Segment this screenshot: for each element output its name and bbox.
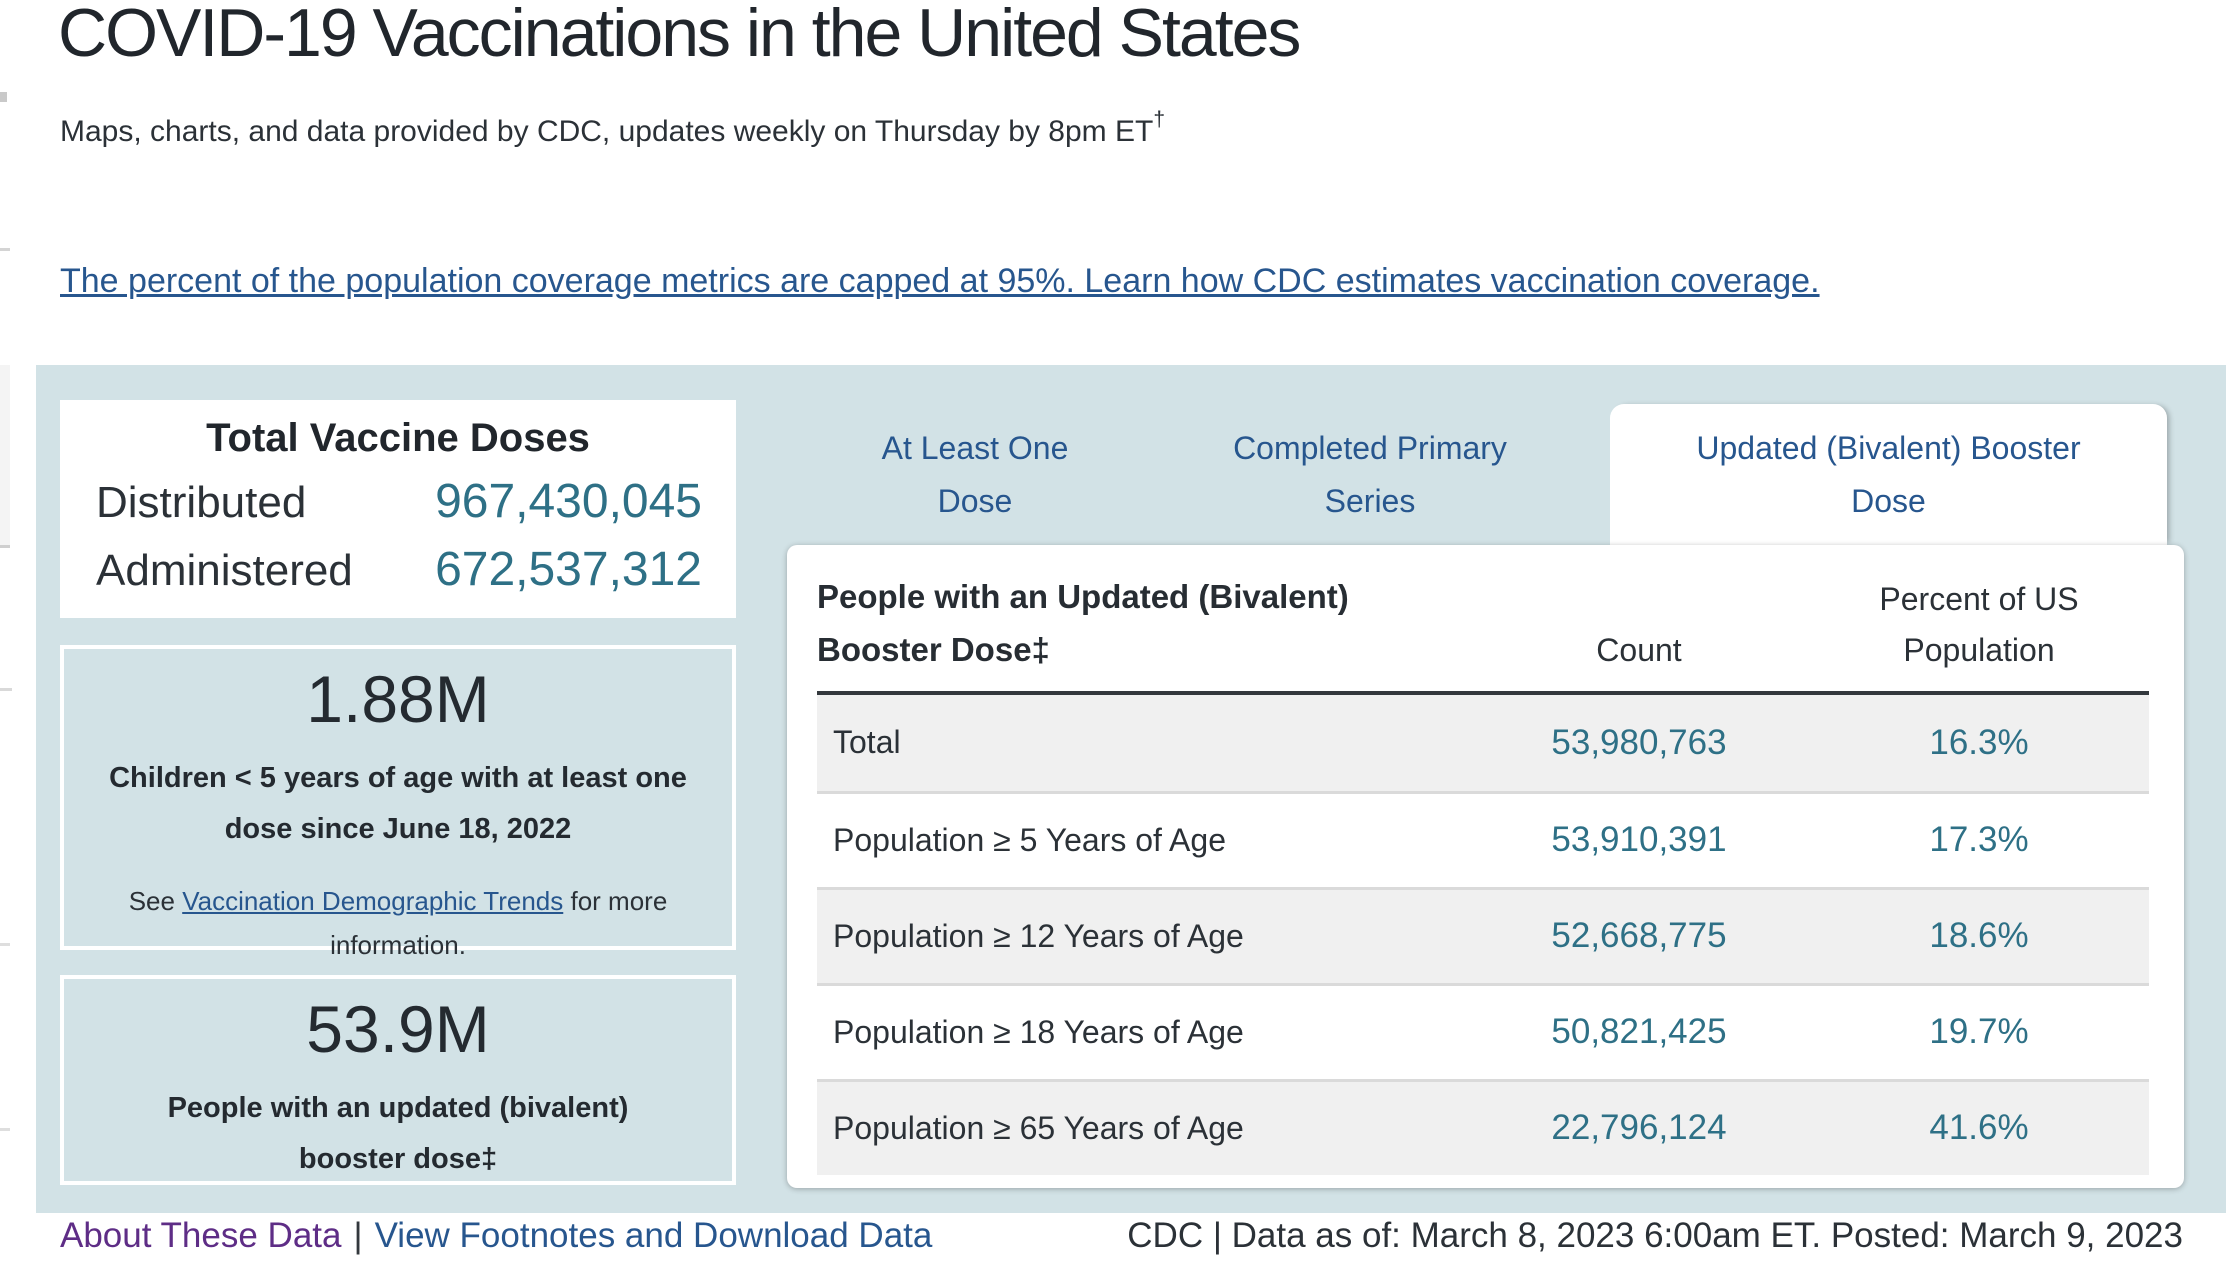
tab-updated-bivalent-booster-dose[interactable]: Updated (Bivalent) Booster Dose xyxy=(1610,404,2167,545)
row-label: Population ≥ 65 Years of Age xyxy=(833,1109,1244,1146)
page-title: COVID-19 Vaccinations in the United Stat… xyxy=(58,0,1301,71)
row-count: 53,910,391 xyxy=(1551,820,1727,860)
note-prefix: See xyxy=(128,885,183,916)
left-edge-artifact xyxy=(0,1128,10,1131)
column-header-count: Count xyxy=(1596,632,1682,669)
distributed-row: Distributed 967,430,045 xyxy=(60,474,736,529)
row-percent: 18.6% xyxy=(1929,916,2029,956)
table-row: Population ≥ 5 Years of Age 53,910,391 1… xyxy=(817,790,2149,887)
dagger-footnote-marker: † xyxy=(1153,108,1166,131)
column-header-percent: Percent of US Population xyxy=(1879,581,2079,669)
footer-bar: About These Data | View Footnotes and Down… xyxy=(0,1210,2240,1262)
table-row: Population ≥ 12 Years of Age 52,668,775 … xyxy=(817,886,2149,983)
administered-label: Administered xyxy=(96,546,353,595)
administered-row: Administered 672,537,312 xyxy=(60,542,736,597)
administered-value: 672,537,312 xyxy=(435,543,702,596)
children-dose-description: Children < 5 years of age with at least … xyxy=(109,762,687,845)
left-edge-artifact xyxy=(0,688,12,691)
booster-dose-description: People with an updated (bivalent) booste… xyxy=(167,1092,629,1175)
row-label: Population ≥ 5 Years of Age xyxy=(833,821,1226,858)
tab-completed-primary-series[interactable]: Completed Primary Series xyxy=(1130,404,1610,545)
row-percent: 16.3% xyxy=(1929,722,2029,762)
left-edge-artifact xyxy=(0,92,7,102)
tab-label: Completed Primary Series xyxy=(1233,429,1507,519)
table-row: Population ≥ 18 Years of Age 50,821,425 … xyxy=(817,982,2149,1079)
table-row: Total 53,980,763 16.3% xyxy=(817,694,2149,791)
dose-metric-tabs: At Least One Dose Completed Primary Seri… xyxy=(820,404,2167,545)
tab-label: Updated (Bivalent) Booster Dose xyxy=(1696,429,2081,519)
row-label: Total xyxy=(833,724,901,761)
table-header-row: People with an Updated (Bivalent) Booste… xyxy=(817,545,2149,695)
footer-separator: | xyxy=(353,1216,363,1255)
left-edge-artifact xyxy=(0,943,10,946)
booster-dose-value: 53.9M xyxy=(306,992,490,1066)
row-count: 22,796,124 xyxy=(1551,1108,1727,1148)
row-count: 52,668,775 xyxy=(1551,916,1727,956)
row-percent: 19.7% xyxy=(1929,1012,2029,1052)
coverage-estimate-link[interactable]: The percent of the population coverage m… xyxy=(60,262,1820,300)
distributed-label: Distributed xyxy=(96,478,307,527)
total-doses-title: Total Vaccine Doses xyxy=(206,416,590,460)
booster-dose-table-card: People with an Updated (Bivalent) Booste… xyxy=(787,545,2184,1188)
row-count: 50,821,425 xyxy=(1551,1012,1727,1052)
subtitle-text: Maps, charts, and data provided by CDC, … xyxy=(60,115,1154,148)
table-row-header: People with an Updated (Bivalent) Booste… xyxy=(817,578,1349,668)
left-edge-artifact xyxy=(0,248,10,251)
row-count: 53,980,763 xyxy=(1551,722,1727,762)
row-label: Population ≥ 12 Years of Age xyxy=(833,917,1244,954)
note-suffix: for more information. xyxy=(330,885,668,960)
left-edge-artifact xyxy=(0,365,10,548)
data-source-timestamp: CDC | Data as of: March 8, 2023 6:00am E… xyxy=(1127,1216,2183,1255)
children-dose-card: 1.88M Children < 5 years of age with at … xyxy=(60,645,736,960)
row-percent: 17.3% xyxy=(1929,820,2029,860)
tab-at-least-one-dose[interactable]: At Least One Dose xyxy=(820,404,1130,545)
page-subtitle: Maps, charts, and data provided by CDC, … xyxy=(60,108,1165,149)
about-these-data-link[interactable]: About These Data xyxy=(60,1216,342,1255)
view-footnotes-download-link[interactable]: View Footnotes and Download Data xyxy=(374,1216,933,1255)
distributed-value: 967,430,045 xyxy=(435,475,702,528)
footer-links: About These Data | View Footnotes and Down… xyxy=(60,1216,932,1256)
booster-dose-card: 53.9M People with an updated (bivalent) … xyxy=(60,975,736,1185)
row-label: Population ≥ 18 Years of Age xyxy=(833,1013,1244,1050)
children-dose-note: See Vaccination Demographic Trends for m… xyxy=(64,879,732,967)
demographic-trends-link[interactable]: Vaccination Demographic Trends xyxy=(182,885,564,916)
row-percent: 41.6% xyxy=(1929,1108,2029,1148)
table-row: Population ≥ 65 Years of Age 22,796,124 … xyxy=(817,1078,2149,1175)
vaccine-summary-panel: Total Vaccine Doses Distributed 967,430,… xyxy=(36,365,2226,1213)
total-vaccine-doses-box: Total Vaccine Doses Distributed 967,430,… xyxy=(60,400,736,618)
tab-label: At Least One Dose xyxy=(881,429,1069,519)
children-dose-value: 1.88M xyxy=(306,662,490,736)
